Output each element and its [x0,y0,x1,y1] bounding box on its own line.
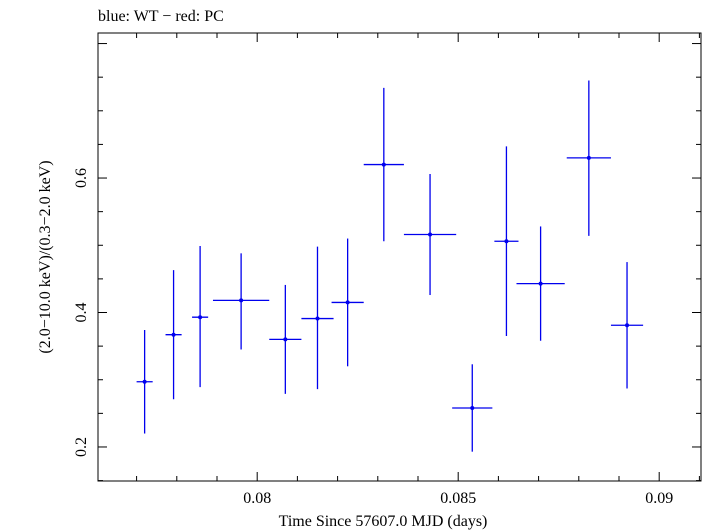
point-marker [625,323,630,328]
x-tick-label: 0.09 [645,490,673,507]
x-axis-label: Time Since 57607.0 MJD (days) [279,513,488,530]
data-point [136,329,153,434]
data-point [301,246,334,390]
data-point [403,173,457,296]
point-marker [586,155,591,160]
data-point [331,238,364,367]
data-point [212,253,270,350]
x-tick-label: 0.085 [440,490,476,507]
point-marker [504,239,509,244]
data-point [494,146,519,337]
axis-tick-labels: 0.08 0.085 0.09 0.2 0.4 0.6 [73,168,673,507]
data-point [192,245,209,388]
series-wt [136,80,644,452]
data-point [269,284,302,394]
y-tick-label: 0.2 [73,437,90,457]
point-marker [428,232,433,237]
data-point [363,87,404,242]
point-marker [381,162,386,167]
data-point [566,80,611,236]
point-marker [470,405,475,410]
point-marker [239,298,244,303]
point-marker [538,281,543,286]
axis-ticks [98,33,701,482]
point-marker [171,332,176,337]
point-marker [315,316,320,321]
point-marker [198,315,203,320]
y-tick-label: 0.4 [73,303,90,323]
data-point [165,270,182,400]
point-marker [345,300,350,305]
data-point [610,262,644,389]
data-point [516,226,565,341]
point-marker [142,379,147,384]
data-point [452,364,493,452]
point-marker [283,337,288,342]
y-tick-label: 0.6 [73,168,90,188]
plot-frame [97,32,702,482]
y-axis-label: (2.0−10.0 keV)/(0.3−2.0 keV) [37,160,54,353]
chart-title: blue: WT − red: PC [98,8,224,25]
x-tick-label: 0.08 [243,490,271,507]
data-series [136,80,644,452]
